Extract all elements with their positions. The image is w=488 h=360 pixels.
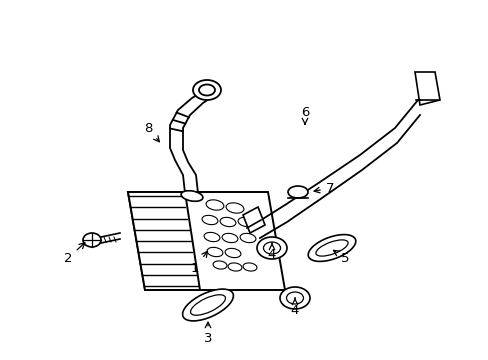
Text: 7: 7 [313,181,334,194]
Ellipse shape [222,233,238,243]
Ellipse shape [83,233,101,247]
Ellipse shape [213,261,226,269]
Text: 2: 2 [63,243,85,265]
Text: 5: 5 [333,250,348,265]
Ellipse shape [307,235,355,261]
Text: 1: 1 [190,251,207,274]
Ellipse shape [220,217,235,227]
Ellipse shape [240,233,255,243]
Ellipse shape [286,292,303,304]
Ellipse shape [225,203,244,213]
Polygon shape [128,192,200,290]
Text: 6: 6 [300,105,308,124]
Ellipse shape [205,200,224,210]
Polygon shape [243,207,264,233]
Ellipse shape [203,232,220,242]
Ellipse shape [263,242,280,254]
Ellipse shape [227,263,242,271]
Ellipse shape [202,215,218,225]
Text: 4: 4 [267,243,276,261]
Polygon shape [128,192,285,290]
Ellipse shape [238,217,253,227]
Ellipse shape [193,80,221,100]
Ellipse shape [280,287,309,309]
Ellipse shape [182,289,233,321]
Ellipse shape [190,295,225,315]
Ellipse shape [224,248,241,258]
Ellipse shape [243,263,256,271]
Ellipse shape [181,191,203,201]
Polygon shape [414,72,439,105]
Text: 4: 4 [290,298,299,316]
Ellipse shape [257,237,286,259]
Ellipse shape [206,247,223,257]
Ellipse shape [315,240,347,256]
Text: 3: 3 [203,322,212,345]
Text: 8: 8 [143,122,159,142]
Ellipse shape [199,85,215,95]
Ellipse shape [287,186,307,198]
